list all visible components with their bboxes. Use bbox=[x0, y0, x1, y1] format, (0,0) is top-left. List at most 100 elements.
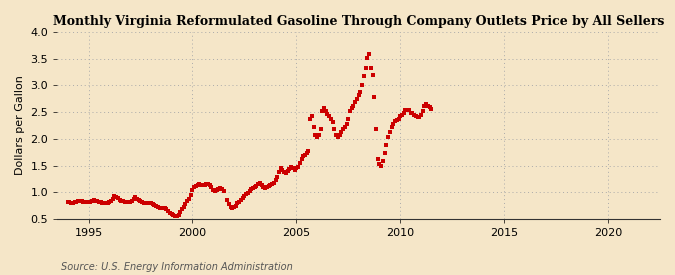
Point bbox=[426, 107, 437, 112]
Point bbox=[345, 109, 356, 113]
Point bbox=[71, 200, 82, 204]
Point bbox=[149, 203, 160, 207]
Point bbox=[340, 124, 350, 129]
Point bbox=[348, 103, 359, 108]
Point bbox=[68, 201, 78, 205]
Point bbox=[365, 66, 376, 70]
Point bbox=[400, 108, 411, 113]
Point bbox=[237, 196, 248, 200]
Y-axis label: Dollars per Gallon: Dollars per Gallon bbox=[15, 76, 25, 175]
Point bbox=[173, 213, 184, 217]
Point bbox=[144, 201, 155, 206]
Point bbox=[336, 130, 347, 134]
Point bbox=[215, 186, 225, 190]
Point bbox=[201, 182, 212, 186]
Point bbox=[419, 103, 430, 108]
Point bbox=[386, 124, 397, 129]
Point bbox=[260, 186, 271, 190]
Point bbox=[417, 109, 428, 113]
Point bbox=[358, 73, 369, 78]
Point bbox=[356, 83, 367, 87]
Point bbox=[325, 116, 336, 121]
Point bbox=[122, 200, 132, 205]
Point bbox=[353, 93, 364, 97]
Point bbox=[90, 199, 101, 203]
Point bbox=[376, 163, 387, 168]
Point bbox=[355, 90, 366, 95]
Point bbox=[177, 207, 188, 211]
Point bbox=[196, 183, 207, 187]
Point bbox=[251, 184, 262, 188]
Point bbox=[288, 166, 298, 170]
Point bbox=[256, 183, 267, 187]
Point bbox=[277, 167, 288, 172]
Point bbox=[165, 210, 176, 215]
Point bbox=[244, 189, 255, 193]
Point bbox=[145, 201, 156, 206]
Point bbox=[388, 122, 399, 126]
Point bbox=[227, 206, 238, 210]
Point bbox=[157, 206, 168, 210]
Point bbox=[138, 201, 149, 205]
Point bbox=[65, 201, 76, 205]
Point bbox=[166, 212, 177, 216]
Point bbox=[73, 199, 84, 204]
Point bbox=[393, 116, 404, 121]
Point bbox=[134, 198, 144, 202]
Point bbox=[82, 200, 92, 205]
Point bbox=[190, 184, 201, 188]
Point bbox=[74, 199, 85, 203]
Point bbox=[343, 117, 354, 121]
Point bbox=[125, 200, 136, 204]
Point bbox=[270, 178, 281, 183]
Point bbox=[132, 196, 142, 201]
Point bbox=[159, 206, 170, 210]
Point bbox=[367, 73, 378, 77]
Point bbox=[377, 159, 388, 163]
Point bbox=[85, 200, 96, 204]
Point bbox=[111, 195, 122, 199]
Point bbox=[154, 205, 165, 210]
Point bbox=[211, 187, 222, 192]
Point bbox=[305, 116, 316, 121]
Point bbox=[352, 97, 362, 101]
Point bbox=[113, 196, 124, 200]
Point bbox=[86, 199, 97, 204]
Point bbox=[62, 200, 73, 204]
Point bbox=[88, 198, 99, 202]
Point bbox=[151, 204, 161, 208]
Point bbox=[273, 170, 284, 175]
Point bbox=[248, 186, 259, 190]
Point bbox=[300, 153, 310, 157]
Point bbox=[218, 188, 229, 193]
Point bbox=[171, 214, 182, 218]
Point bbox=[140, 201, 151, 206]
Point bbox=[381, 143, 392, 147]
Point bbox=[182, 199, 192, 204]
Point bbox=[291, 166, 302, 170]
Point bbox=[389, 119, 400, 123]
Point bbox=[373, 156, 383, 161]
Point bbox=[126, 199, 137, 203]
Point bbox=[194, 182, 205, 186]
Point bbox=[119, 200, 130, 204]
Point bbox=[324, 114, 335, 119]
Point bbox=[410, 114, 421, 118]
Point bbox=[312, 135, 323, 139]
Point bbox=[334, 132, 345, 137]
Point bbox=[402, 108, 412, 113]
Point bbox=[258, 185, 269, 189]
Point bbox=[317, 109, 327, 113]
Point bbox=[241, 192, 252, 197]
Point bbox=[282, 169, 293, 173]
Point bbox=[197, 183, 208, 188]
Point bbox=[315, 127, 326, 131]
Point bbox=[239, 194, 250, 198]
Point bbox=[254, 180, 265, 185]
Point bbox=[187, 187, 198, 192]
Point bbox=[94, 200, 105, 204]
Point bbox=[301, 151, 312, 155]
Point bbox=[161, 207, 172, 211]
Point bbox=[310, 132, 321, 137]
Point bbox=[225, 205, 236, 209]
